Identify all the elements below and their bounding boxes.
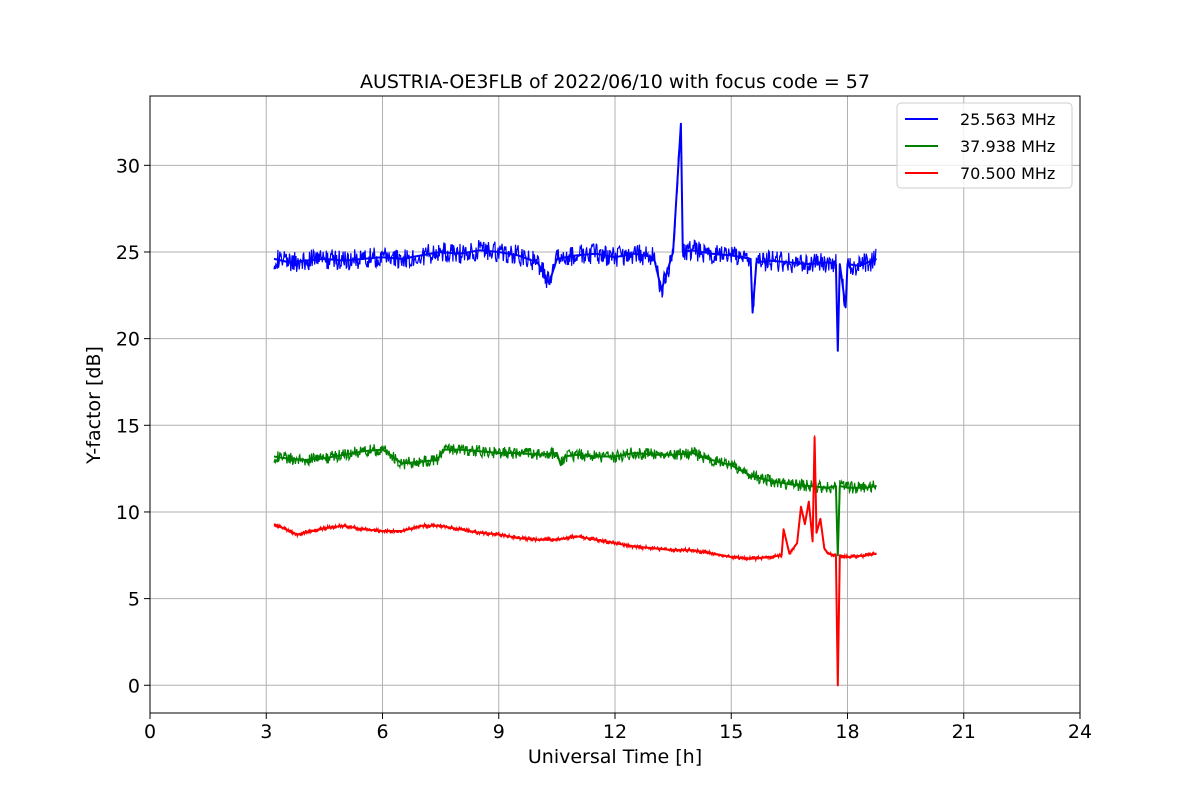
series-noise-3 bbox=[273, 435, 877, 686]
x-tick-label: 0 bbox=[144, 721, 156, 743]
x-axis-ticks: 0 3 6 9 12 15 18 21 24 bbox=[144, 713, 1092, 743]
y-tick-label: 10 bbox=[116, 502, 140, 524]
x-tick-label: 9 bbox=[493, 721, 505, 743]
x-axis-label: Universal Time [h] bbox=[528, 746, 702, 768]
legend-label-1: 25.563 MHz bbox=[960, 110, 1055, 129]
y-tick-label: 25 bbox=[116, 242, 140, 264]
legend-box bbox=[896, 102, 1073, 189]
series-lines bbox=[273, 122, 877, 687]
series-noise-1 bbox=[273, 131, 877, 343]
chart-title: AUSTRIA-OE3FLB of 2022/06/10 with focus … bbox=[360, 71, 870, 93]
y-tick-label: 20 bbox=[116, 329, 140, 351]
y-axis-label: Y-factor [dB] bbox=[83, 346, 105, 465]
legend: 25.563 MHz 37.938 MHz 70.500 MHz bbox=[896, 102, 1073, 189]
x-tick-label: 12 bbox=[603, 721, 627, 743]
y-axis-ticks: 0 5 10 15 20 25 30 bbox=[116, 155, 150, 697]
x-tick-label: 21 bbox=[952, 721, 976, 743]
x-tick-label: 24 bbox=[1068, 721, 1092, 743]
y-tick-label: 0 bbox=[128, 675, 140, 697]
x-tick-label: 18 bbox=[835, 721, 859, 743]
legend-label-2: 37.938 MHz bbox=[960, 137, 1055, 156]
x-tick-label: 3 bbox=[260, 721, 272, 743]
series-noise-2 bbox=[273, 442, 877, 555]
x-tick-label: 6 bbox=[376, 721, 388, 743]
y-tick-label: 30 bbox=[116, 155, 140, 177]
grid-lines bbox=[150, 96, 1080, 713]
x-tick-label: 15 bbox=[719, 721, 743, 743]
y-tick-label: 15 bbox=[116, 415, 140, 437]
y-tick-label: 5 bbox=[128, 589, 140, 611]
legend-label-3: 70.500 MHz bbox=[960, 164, 1055, 183]
